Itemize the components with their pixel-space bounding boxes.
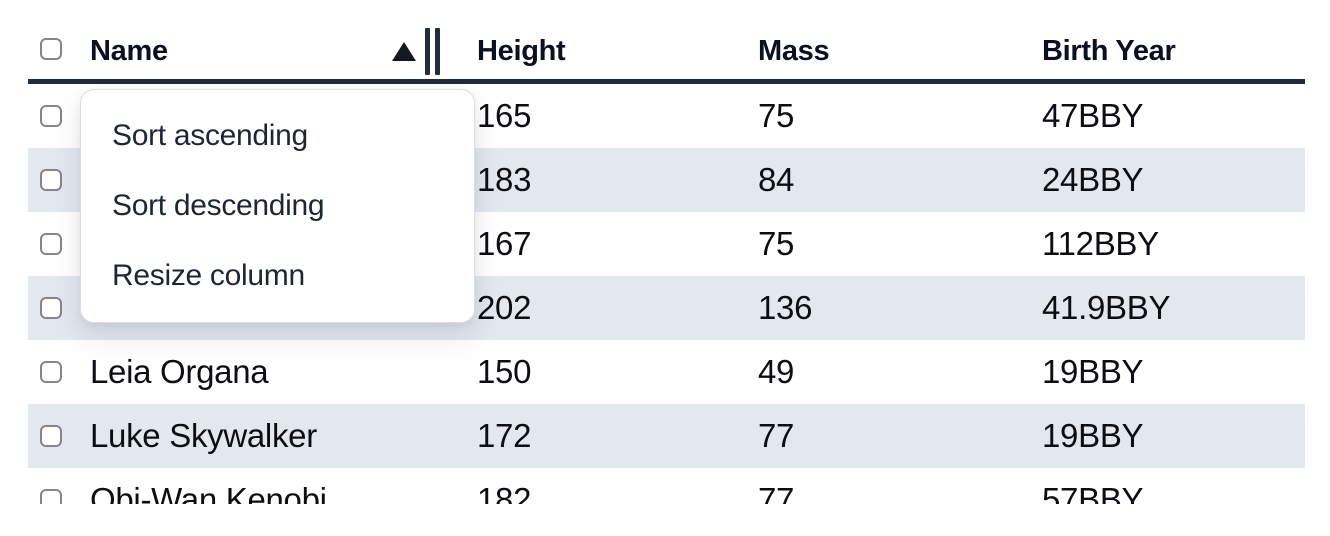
- column-header-height[interactable]: Height: [477, 34, 566, 67]
- table-row: Leia Organa 150 49 19BBY: [28, 340, 1305, 404]
- row-checkbox-cell: [28, 225, 90, 263]
- row-checkbox-cell: [28, 417, 90, 455]
- menu-item-sort-descending[interactable]: Sort descending: [112, 189, 325, 222]
- column-resize-handle-icon[interactable]: [425, 27, 440, 75]
- row-checkbox[interactable]: [40, 297, 62, 319]
- row-checkbox[interactable]: [40, 233, 62, 255]
- cell-birth-year: 112BBY: [1042, 225, 1159, 262]
- cell-birth-year: 57BBY: [1042, 481, 1144, 504]
- menu-item-sort-ascending[interactable]: Sort ascending: [112, 119, 308, 152]
- column-header-mass[interactable]: Mass: [758, 34, 830, 67]
- row-checkbox-cell: [28, 97, 90, 135]
- cell-height: 202: [477, 289, 532, 326]
- cell-name: Leia Organa: [90, 353, 269, 390]
- row-checkbox-cell: [28, 353, 90, 391]
- row-checkbox-cell: [28, 161, 90, 199]
- cell-mass: 84: [758, 161, 795, 198]
- cell-birth-year: 24BBY: [1042, 161, 1144, 198]
- column-context-menu: Sort ascending Sort descending Resize co…: [80, 89, 475, 323]
- cell-height: 182: [477, 481, 532, 504]
- column-header-birth-year[interactable]: Birth Year: [1042, 34, 1176, 67]
- cell-mass: 77: [758, 417, 795, 454]
- row-checkbox[interactable]: [40, 105, 62, 127]
- cell-height: 165: [477, 97, 532, 134]
- cell-height: 183: [477, 161, 532, 198]
- table-row: 165 75 47BBY: [28, 84, 1305, 148]
- cell-birth-year: 19BBY: [1042, 417, 1144, 454]
- cell-birth-year: 41.9BBY: [1042, 289, 1171, 326]
- table-row: Luke Skywalker 172 77 19BBY: [28, 404, 1305, 468]
- row-checkbox-cell: [28, 481, 90, 504]
- cell-height: 172: [477, 417, 532, 454]
- row-checkbox[interactable]: [40, 489, 62, 504]
- cell-mass: 75: [758, 225, 795, 262]
- table-header-row: Name Height Mass Birth Year: [28, 0, 1305, 84]
- cell-birth-year: 19BBY: [1042, 353, 1144, 390]
- cell-height: 167: [477, 225, 532, 262]
- resize-bar: [435, 27, 440, 75]
- select-all-checkbox[interactable]: [40, 37, 62, 60]
- cell-birth-year: 47BBY: [1042, 97, 1144, 134]
- column-label-name: Name: [90, 34, 168, 67]
- table-row: 167 75 112BBY: [28, 212, 1305, 276]
- row-checkbox[interactable]: [40, 169, 62, 191]
- cell-mass: 75: [758, 97, 795, 134]
- menu-item-resize-column[interactable]: Resize column: [112, 259, 305, 292]
- cell-mass: 136: [758, 289, 813, 326]
- cell-height: 150: [477, 353, 532, 390]
- row-checkbox[interactable]: [40, 425, 62, 447]
- cell-name: Obi-Wan Kenobi: [90, 481, 327, 504]
- row-checkbox[interactable]: [40, 361, 62, 383]
- cell-name: Luke Skywalker: [90, 417, 317, 454]
- column-header-name[interactable]: Name: [90, 23, 449, 79]
- table-row: Obi-Wan Kenobi 182 77 57BBY: [28, 468, 1305, 504]
- sort-ascending-triangle-icon: [392, 41, 416, 61]
- header-checkbox-cell: [28, 37, 90, 65]
- row-checkbox-cell: [28, 289, 90, 327]
- cell-mass: 49: [758, 353, 795, 390]
- resize-bar: [425, 27, 430, 75]
- cell-mass: 77: [758, 481, 795, 504]
